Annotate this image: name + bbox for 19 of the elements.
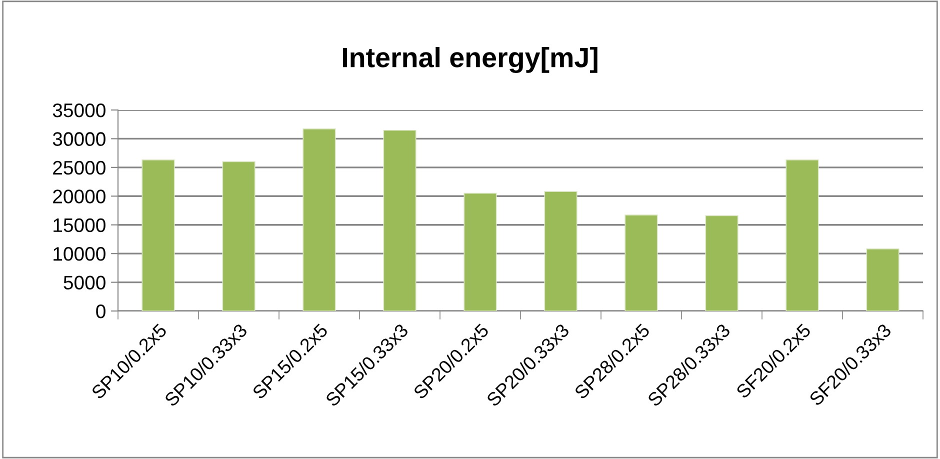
y-tick-label: 10000 [54,247,106,261]
bar [302,128,336,311]
bar [786,160,819,311]
y-tick-label: 15000 [54,218,106,232]
y-tick-label: 0 [96,304,106,318]
y-tick-label: 35000 [52,103,106,118]
bar [222,161,256,311]
bar [866,248,900,311]
bar [705,215,738,311]
y-tick-label: 5000 [64,276,106,290]
y-tick-label: 25000 [53,160,106,175]
y-tick-label: 20000 [53,190,106,204]
bar [544,191,578,311]
bar [464,192,497,311]
chart-title: Internal energy[mJ] [342,46,598,74]
bar [383,130,416,311]
y-tick-label: 30000 [52,132,106,146]
bar [624,214,658,311]
bar [142,160,175,311]
